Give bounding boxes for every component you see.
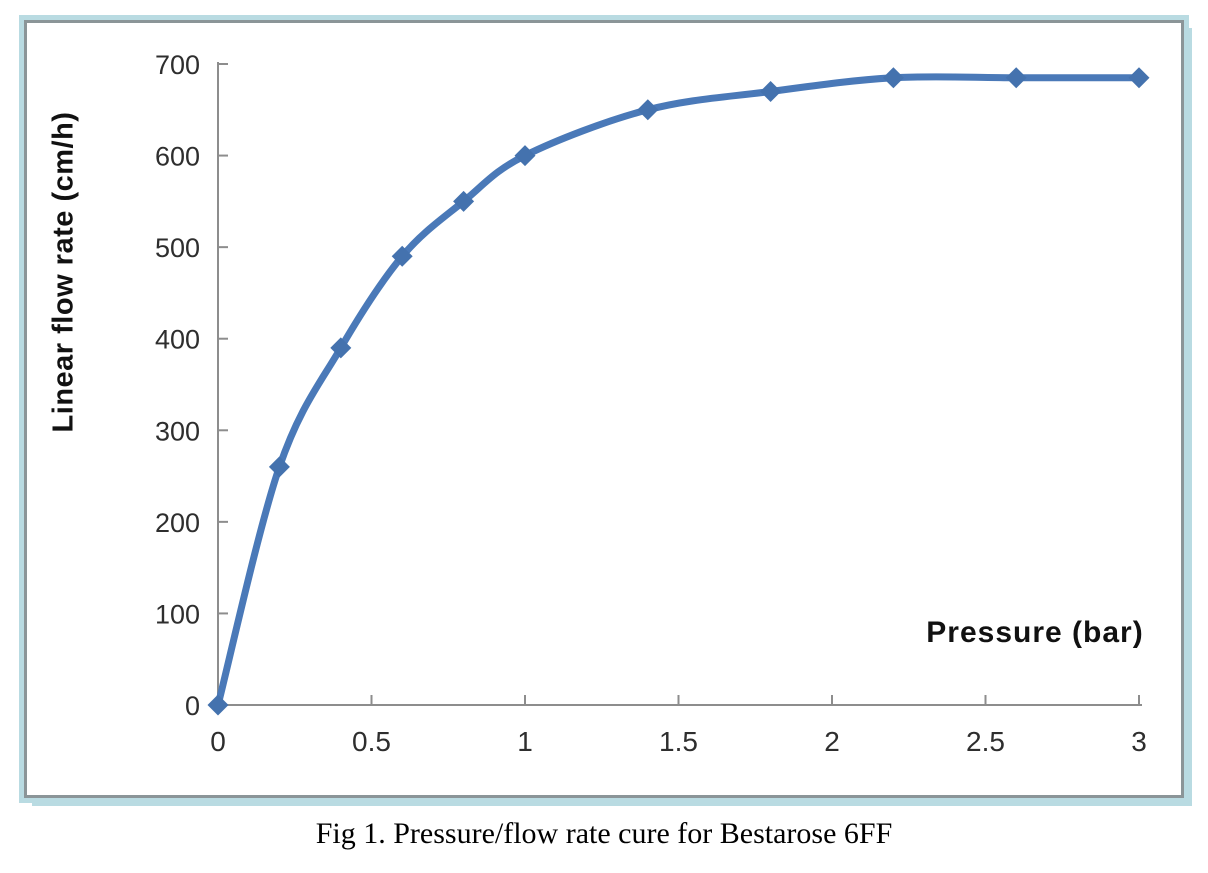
y-tick-label: 500 xyxy=(155,233,200,263)
axes xyxy=(217,62,1142,706)
data-point-marker xyxy=(207,694,229,716)
x-tick-label: 1.5 xyxy=(659,726,698,757)
data-point-marker xyxy=(882,67,904,89)
y-tick-label: 200 xyxy=(155,508,200,538)
y-tick-label: 600 xyxy=(155,142,200,172)
data-point-marker xyxy=(268,456,290,478)
x-tick-label: 3 xyxy=(1131,726,1147,757)
tick-labels: 0 0.5 1 1.5 2 2.5 3 0 100 200 300 400 500 600 700 xyxy=(155,50,1147,757)
y-tick-label: 700 xyxy=(155,50,200,80)
y-axis-title: Linear flow rate (cm/h) xyxy=(47,111,80,433)
series-markers xyxy=(207,67,1150,716)
x-axis-title: Pressure (bar) xyxy=(926,616,1144,649)
y-tick-label: 400 xyxy=(155,325,200,355)
x-tick-label: 2 xyxy=(824,726,840,757)
data-point-marker xyxy=(453,190,475,212)
x-tick-label: 0.5 xyxy=(352,726,391,757)
x-tick-label: 2.5 xyxy=(966,726,1005,757)
x-tick-label: 1 xyxy=(517,726,533,757)
y-tick-label: 300 xyxy=(155,416,200,446)
data-point-marker xyxy=(330,337,352,359)
pressure-flow-chart: 0 0.5 1 1.5 2 2.5 3 0 100 200 300 400 500 600 700 xyxy=(155,50,1150,757)
data-point-marker xyxy=(391,245,413,267)
figure-frame: 0 0.5 1 1.5 2 2.5 3 0 100 200 300 400 500 600 700 Line… xyxy=(19,15,1189,803)
y-tick-label: 100 xyxy=(155,599,200,629)
data-point-marker xyxy=(1005,67,1027,89)
series-line xyxy=(214,73,1143,709)
y-tick-label: 0 xyxy=(185,691,200,721)
data-point-marker xyxy=(760,80,782,102)
data-point-marker xyxy=(514,145,536,167)
data-point-marker xyxy=(637,99,659,121)
data-point-marker xyxy=(1128,67,1150,89)
figure-caption: Fig 1. Pressure/flow rate cure for Besta… xyxy=(315,817,893,850)
x-tick-label: 0 xyxy=(210,726,226,757)
